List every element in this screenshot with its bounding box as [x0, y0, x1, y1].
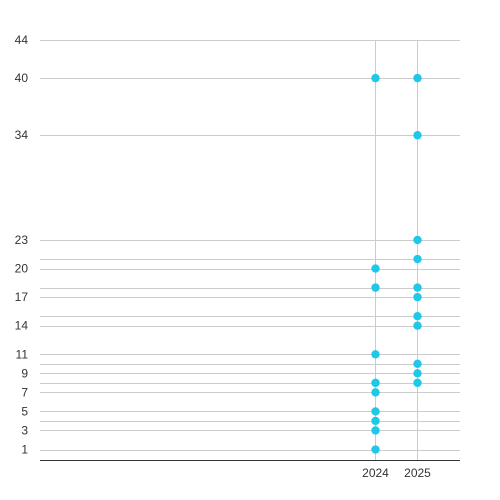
y-tick-label: 40	[15, 71, 29, 85]
y-tick-label: 9	[21, 366, 28, 380]
data-points	[371, 73, 422, 454]
data-point	[413, 292, 422, 302]
y-tick-label: 3	[21, 423, 28, 437]
data-point	[413, 369, 422, 378]
x-tick-label: 2025	[404, 466, 431, 480]
data-point	[371, 378, 380, 388]
y-tick-label: 5	[21, 404, 28, 418]
y-tick-label: 1	[21, 443, 28, 457]
y-tick-label: 7	[21, 385, 28, 399]
data-point	[371, 388, 380, 397]
data-point	[371, 416, 380, 426]
y-tick-label: 14	[15, 319, 29, 333]
y-tick-label: 34	[15, 128, 29, 142]
data-point	[413, 311, 422, 321]
data-point	[371, 264, 380, 273]
y-tick-label: 20	[15, 262, 29, 276]
y-tick-label: 44	[15, 33, 29, 47]
data-point	[413, 235, 422, 245]
data-point	[371, 426, 380, 435]
tick-labels: 1 3 5 7 9 11 14 17 20 23 34 40 44 2024 2025	[15, 33, 432, 480]
y-tick-label: 17	[15, 290, 29, 304]
data-point	[413, 283, 422, 292]
data-point	[371, 445, 380, 454]
y-tick-label: 11	[16, 347, 29, 361]
data-point	[413, 378, 422, 388]
data-point	[371, 283, 380, 292]
data-point	[371, 73, 380, 83]
data-point	[413, 131, 422, 140]
data-point	[413, 73, 422, 83]
data-point	[413, 359, 422, 369]
x-tick-label: 2024	[362, 466, 389, 480]
data-point	[413, 321, 422, 330]
y-tick-label: 23	[15, 233, 29, 247]
data-point	[371, 407, 380, 416]
data-point	[371, 350, 380, 359]
data-point	[413, 254, 422, 264]
gridlines	[40, 40, 460, 460]
